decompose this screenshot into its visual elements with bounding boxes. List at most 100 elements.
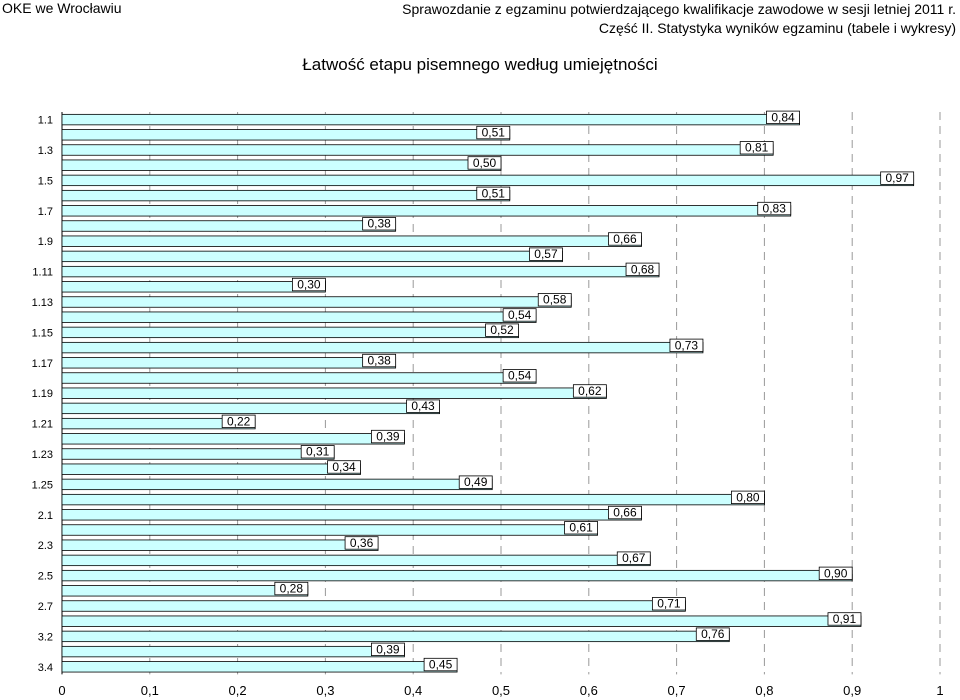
category-label: 3.4 [38, 662, 53, 674]
category-label: 1.23 [32, 449, 53, 461]
bar-2.1 [61, 509, 642, 521]
x-tick-label: 0,4 [404, 683, 422, 698]
category-label: 2.3 [38, 540, 53, 552]
bar-1.8 [61, 220, 397, 232]
x-tick-label: 0,9 [843, 683, 861, 698]
category-label: 1.11 [32, 267, 53, 279]
value-label-box [766, 110, 800, 124]
x-tick-label: 0 [58, 683, 65, 698]
bar-1.14 [61, 311, 537, 323]
value-label-box [537, 293, 572, 307]
value-label-box [669, 338, 704, 353]
x-tick-label: 0,5 [492, 683, 510, 698]
value-label: 0,97 [885, 171, 909, 185]
value-label: 0,54 [508, 308, 532, 322]
x-tick-label: 1 [936, 683, 943, 698]
bar-3.2 [61, 630, 730, 643]
value-label-box [695, 627, 730, 641]
bar-1.22 [61, 433, 405, 445]
header-left: OKE we Wrocławiu [2, 0, 122, 16]
value-label-box [502, 369, 537, 383]
value-label: 0,38 [367, 354, 391, 368]
bar-3.1 [61, 615, 862, 627]
value-label-box [327, 460, 361, 474]
value-labels: 0,84 0,51 0,81 0,50 0,97 0,51 0,83 0,38 0,66 0,57… [221, 110, 915, 672]
value-label: 0,91 [833, 612, 857, 626]
bar-2.7 [61, 600, 686, 612]
x-tick-label: 0,3 [316, 683, 334, 698]
category-label: 1.7 [38, 206, 53, 218]
value-label: 0,22 [227, 414, 251, 428]
value-label-box [564, 521, 598, 535]
value-label-box [476, 186, 511, 201]
category-label: 2.1 [38, 510, 53, 522]
value-label-box [423, 657, 458, 672]
value-label: 0,34 [332, 460, 356, 474]
category-label: 1.5 [38, 175, 53, 187]
value-label-box [731, 490, 765, 505]
value-label-box [651, 597, 686, 611]
category-label: 1.1 [38, 115, 53, 127]
x-tick-labels: 0 0,1 0,2 0,3 0,4 0,5 0,6 0,7 0,8 0,9 1 [58, 683, 943, 698]
value-label-box [371, 429, 405, 444]
value-label: 0,50 [473, 156, 497, 170]
bar-1.13 [61, 296, 572, 308]
value-label-box [221, 414, 256, 429]
category-label: 3.2 [38, 631, 53, 643]
bar-1.3 [61, 144, 774, 156]
value-label-box [458, 475, 493, 489]
value-label-box [300, 445, 335, 459]
category-label: 2.5 [38, 571, 53, 583]
bar-1.16 [61, 341, 704, 354]
bar-3.3 [61, 645, 405, 658]
bar-2.3 [61, 539, 379, 551]
category-label: 1.15 [32, 327, 53, 339]
bar-2.5 [61, 569, 853, 582]
value-label: 0,84 [771, 110, 795, 124]
bar-1.10 [61, 250, 563, 263]
value-label-box [274, 581, 309, 596]
value-label: 0,66 [613, 232, 637, 246]
value-label: 0,71 [657, 597, 681, 611]
value-label-box [362, 353, 397, 368]
bar-1.20 [61, 402, 440, 415]
value-label: 0,80 [736, 490, 760, 504]
bar-1.11 [61, 265, 660, 278]
value-label: 0,39 [376, 642, 400, 656]
value-label: 0,58 [543, 293, 567, 307]
bar-1.23 [61, 448, 335, 460]
value-label-box [757, 201, 792, 216]
value-label: 0,73 [675, 338, 699, 352]
value-label: 0,76 [701, 627, 725, 641]
value-label-box [502, 308, 537, 322]
value-label: 0,61 [569, 521, 593, 535]
category-label: 1.19 [32, 388, 53, 400]
header-right: Sprawozdanie z egzaminu potwierdzającego… [402, 0, 956, 38]
value-label: 0,28 [280, 582, 304, 596]
value-label-box [529, 247, 563, 261]
value-label-box [572, 384, 607, 398]
bar-1.12 [61, 281, 326, 293]
bar-1.4 [61, 159, 502, 171]
bar-1.26 [61, 493, 765, 506]
value-label: 0,66 [613, 506, 637, 520]
category-label: 1.21 [32, 419, 53, 431]
category-label: 1.3 [38, 145, 53, 157]
x-tick-label: 0,8 [755, 683, 773, 698]
value-label: 0,57 [534, 247, 558, 261]
bar-1.25 [61, 478, 493, 491]
value-label: 0,52 [490, 323, 514, 337]
category-label: 2.7 [38, 601, 53, 613]
value-label-box [608, 232, 642, 246]
value-label: 0,45 [429, 658, 453, 672]
bar-1.6 [61, 189, 511, 202]
bar-2.6 [61, 585, 309, 597]
value-label: 0,51 [482, 126, 506, 140]
value-label: 0,83 [763, 202, 787, 216]
category-label: 1.25 [32, 479, 53, 491]
header-right-line1: Sprawozdanie z egzaminu potwierdzającego… [402, 1, 956, 17]
value-label-box [818, 566, 853, 580]
value-label: 0,51 [482, 186, 506, 200]
category-labels: 1.1 1.3 1.5 1.7 1.9 1.11 1.13 1.15 1.17 1.19 1.21 1… [32, 115, 53, 674]
